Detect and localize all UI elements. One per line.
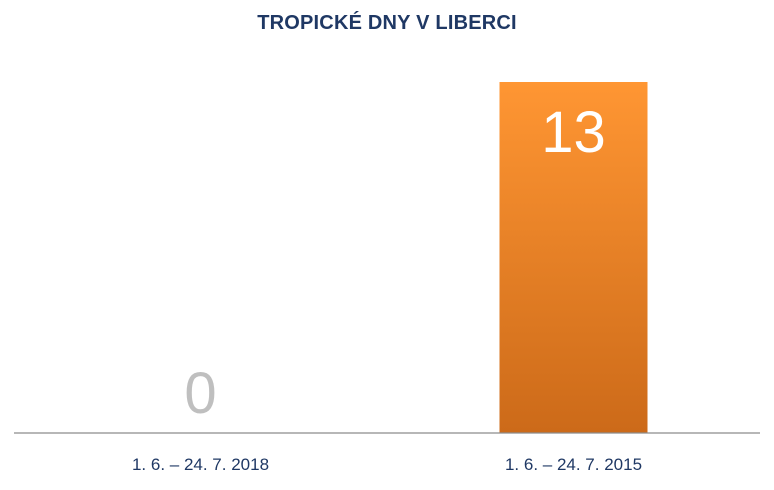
chart-title: TROPICKÉ DNY V LIBERCI xyxy=(257,12,517,34)
labels-group: 0 1. 6. – 24. 7. 2018 13 1. 6. – 24. 7. 201… xyxy=(132,100,642,474)
category-label-2: 1. 6. – 24. 7. 2015 xyxy=(505,455,642,474)
category-label-1: 1. 6. – 24. 7. 2018 xyxy=(132,455,269,474)
bars-group xyxy=(499,82,648,433)
data-label-1: 0 xyxy=(184,361,216,426)
data-label-2: 13 xyxy=(541,100,606,165)
bar-2 xyxy=(499,82,648,433)
